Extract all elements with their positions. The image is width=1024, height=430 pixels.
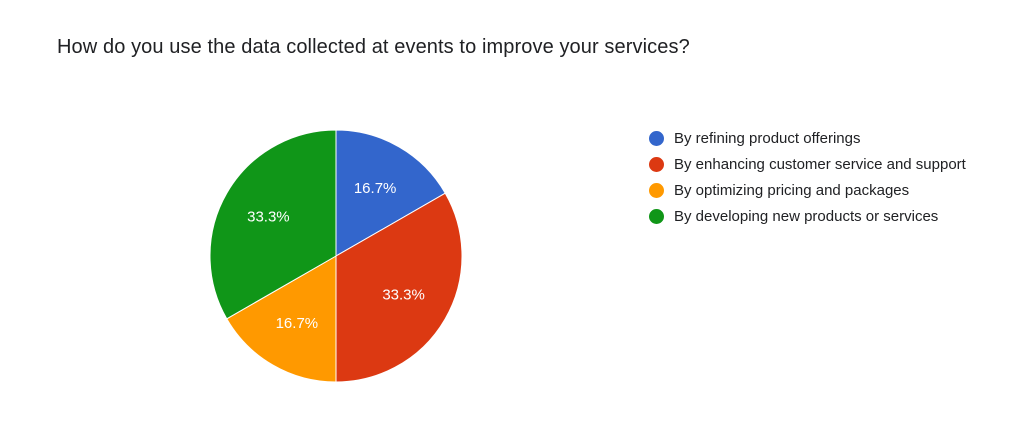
- pie-slice[interactable]: [335, 192, 463, 383]
- slice-label: 33.3%: [382, 287, 425, 304]
- slice-label: 16.7%: [276, 315, 319, 332]
- legend-item[interactable]: By optimizing pricing and packages: [649, 180, 979, 201]
- slice-label: 33.3%: [247, 208, 290, 225]
- legend-label: By enhancing customer service and suppor…: [674, 156, 966, 173]
- pie-slice[interactable]: [335, 129, 446, 257]
- legend-label: By optimizing pricing and packages: [674, 182, 910, 199]
- legend-swatch: [649, 131, 664, 146]
- legend-swatch: [649, 209, 664, 224]
- legend-swatch: [649, 157, 664, 172]
- pie-slice[interactable]: [209, 129, 337, 320]
- legend-label: By refining product offerings: [674, 130, 861, 147]
- legend-item[interactable]: By enhancing customer service and suppor…: [649, 154, 979, 175]
- slice-label: 16.7%: [354, 180, 397, 197]
- legend-label: By developing new products or services: [674, 208, 939, 225]
- legend-swatch: [649, 183, 664, 198]
- pie-slice[interactable]: [226, 255, 337, 383]
- chart-title: How do you use the data collected at eve…: [57, 36, 690, 58]
- legend-item[interactable]: By refining product offerings: [649, 128, 979, 149]
- chart-legend: By refining product offerings By enhanci…: [649, 128, 979, 232]
- legend-item[interactable]: By developing new products or services: [649, 206, 979, 227]
